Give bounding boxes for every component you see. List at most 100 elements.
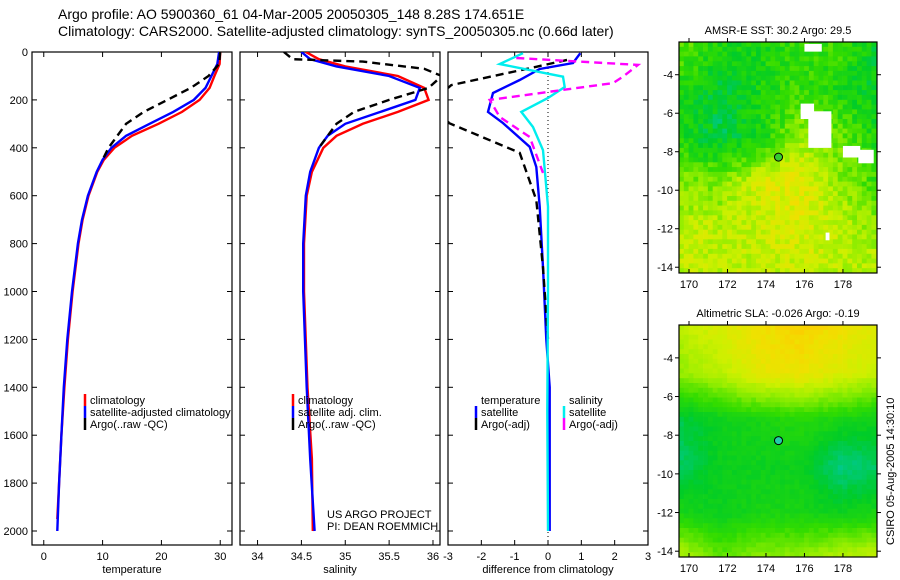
map-cell xyxy=(693,421,699,427)
map-cell xyxy=(679,445,685,451)
map-cell xyxy=(832,200,839,206)
map-cell xyxy=(799,234,805,240)
map-cell xyxy=(693,325,699,331)
map-cell xyxy=(707,46,714,52)
map-cell xyxy=(799,518,805,524)
map-cell xyxy=(760,537,766,543)
map-cell xyxy=(871,181,877,187)
map-cell xyxy=(832,508,839,514)
map-cell xyxy=(693,205,699,211)
map-cell xyxy=(727,465,733,471)
map-cell xyxy=(679,234,685,240)
map-cell xyxy=(712,248,718,255)
map-cell xyxy=(837,339,843,345)
map-cell xyxy=(784,210,790,216)
map-cell xyxy=(751,258,757,264)
map-cell xyxy=(813,349,819,355)
map-cell xyxy=(765,176,771,182)
map-cell xyxy=(756,383,762,389)
map-cell xyxy=(784,268,790,274)
map-cell xyxy=(746,508,752,514)
map-cell xyxy=(842,85,848,91)
map-cell xyxy=(746,143,752,149)
map-cell xyxy=(808,503,815,509)
map-cell xyxy=(756,75,762,81)
map-cell xyxy=(794,215,800,221)
map-cell xyxy=(818,494,824,500)
map-cell xyxy=(693,258,699,264)
map-cell xyxy=(746,85,752,91)
map-cell xyxy=(736,547,742,553)
map-cell xyxy=(683,181,689,187)
map-cell xyxy=(698,191,704,197)
map-cell xyxy=(679,436,685,442)
map-cell xyxy=(857,358,863,364)
map-cell xyxy=(780,431,786,437)
map-cell xyxy=(832,339,839,345)
map-cell xyxy=(789,143,795,149)
map-cell xyxy=(760,489,766,495)
map-cell xyxy=(842,56,848,62)
map-cell xyxy=(717,421,723,427)
map-cell xyxy=(698,143,704,149)
map-cell xyxy=(852,450,858,456)
map-cell xyxy=(799,224,805,231)
map-cell xyxy=(765,123,771,129)
map-cell xyxy=(842,99,848,105)
map-cell xyxy=(722,75,728,81)
map-cell xyxy=(828,248,834,255)
map-cell xyxy=(794,80,800,86)
map-cell xyxy=(770,70,776,77)
map-cell xyxy=(698,123,704,129)
map-cell xyxy=(775,200,781,206)
map-cell xyxy=(857,470,863,476)
map-cell xyxy=(789,70,795,77)
map-cell xyxy=(736,70,742,77)
map-cell xyxy=(837,99,843,105)
map-cell xyxy=(775,523,781,529)
map-cell xyxy=(794,537,800,543)
legend-label: Argo(-adj) xyxy=(481,419,530,431)
map-cell xyxy=(683,119,689,125)
map-cell xyxy=(736,152,742,158)
map-cell xyxy=(736,210,742,216)
map-cell xyxy=(780,378,786,384)
map-cell xyxy=(760,349,766,355)
map-cell xyxy=(707,248,714,255)
map-cell xyxy=(731,397,738,403)
map-cell xyxy=(775,344,781,350)
map-cell xyxy=(784,138,790,144)
map-cell xyxy=(707,354,714,360)
lat-tick-label: -10 xyxy=(657,185,673,197)
map-cell xyxy=(828,426,834,432)
map-cell xyxy=(717,542,723,548)
map-cell xyxy=(707,167,714,173)
map-cell xyxy=(693,104,699,110)
map-cell xyxy=(808,220,815,226)
map-cell xyxy=(861,133,867,139)
map-cell xyxy=(794,181,800,187)
map-cell xyxy=(741,397,747,403)
map-cell xyxy=(780,85,786,91)
map-cell xyxy=(799,66,805,72)
map-cell xyxy=(871,244,877,250)
map-cell xyxy=(760,152,766,158)
map-cell xyxy=(780,368,786,374)
map-cell xyxy=(765,339,771,345)
map-cell xyxy=(832,51,839,57)
map-cell xyxy=(760,339,766,345)
map-cell xyxy=(741,450,747,456)
map-cell xyxy=(722,220,728,226)
map-cell xyxy=(804,258,810,264)
map-cell xyxy=(760,547,766,553)
map-cell xyxy=(847,552,853,558)
map-cell xyxy=(837,397,843,403)
map-cell xyxy=(861,191,867,197)
map-cell xyxy=(857,253,863,259)
map-cell xyxy=(693,42,699,48)
map-cell xyxy=(823,508,829,514)
map-cell xyxy=(799,220,805,226)
map-cell xyxy=(679,244,685,250)
map-cell xyxy=(731,542,738,548)
map-cell xyxy=(823,205,829,211)
